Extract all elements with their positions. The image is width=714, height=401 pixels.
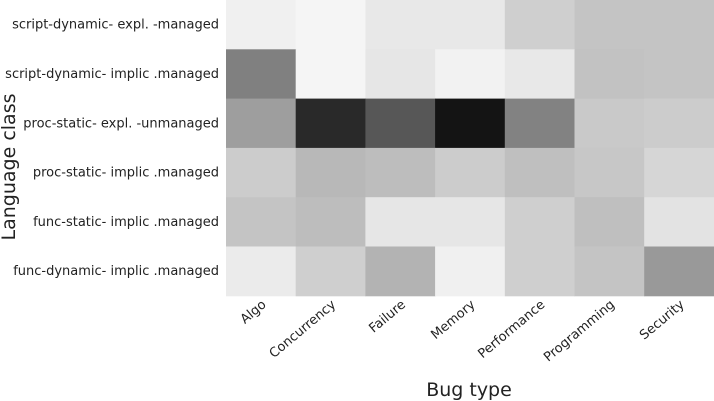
heatmap-cell <box>644 98 714 149</box>
heatmap-cell <box>435 147 506 198</box>
x-tick-label: Concurrency <box>267 297 340 361</box>
x-tick-label: Failure <box>366 297 408 336</box>
heatmap-cell <box>435 98 506 149</box>
y-tick-label: proc-static- implic .managed <box>33 166 219 181</box>
heatmap-cell <box>435 0 506 50</box>
heatmap-cell <box>574 246 645 297</box>
heatmap-cell <box>365 0 436 50</box>
heatmap-cell <box>574 0 645 50</box>
heatmap-cell <box>644 246 714 297</box>
heatmap-cell <box>644 0 714 50</box>
heatmap-cell <box>504 147 575 198</box>
x-tick-label: Memory <box>428 297 478 343</box>
heatmap-cell <box>574 197 645 247</box>
heatmap-cell <box>574 147 645 198</box>
heatmap-cell <box>226 49 297 100</box>
x-tick-label: Programming <box>541 297 618 365</box>
heatmap-cell <box>504 0 575 50</box>
heatmap-cell <box>295 98 366 149</box>
y-tick-label: proc-static- expl. -unmanaged <box>23 116 219 131</box>
x-tick-label: Security <box>637 297 688 343</box>
x-tick-label: Algo <box>238 297 270 327</box>
heatmap-cell <box>226 98 297 149</box>
y-tick-label: script-dynamic- implic .managed <box>5 67 219 82</box>
heatmap-cell <box>574 98 645 149</box>
heatmap-cell <box>365 197 436 247</box>
heatmap-cell <box>644 49 714 100</box>
y-tick-label: func-dynamic- implic .managed <box>13 264 219 279</box>
heatmap-cell <box>504 197 575 247</box>
x-axis-label: Bug type <box>426 379 512 401</box>
heatmap-cell <box>295 49 366 100</box>
heatmap-cell <box>226 197 297 247</box>
x-tick-label: Performance <box>475 297 548 361</box>
heatmap-cell <box>365 98 436 149</box>
heatmap-cell <box>574 49 645 100</box>
heatmap-cell <box>295 0 366 50</box>
heatmap-cell <box>295 246 366 297</box>
y-tick-labels: script-dynamic- expl. -managed script-dyn… <box>5 18 219 279</box>
heatmap-cell <box>504 246 575 297</box>
heatmap-cell <box>504 98 575 149</box>
heatmap-cell <box>226 246 297 297</box>
heatmap-cell <box>435 49 506 100</box>
heatmap-cells <box>226 0 714 297</box>
heatmap-cell <box>226 147 297 198</box>
heatmap-cell <box>365 147 436 198</box>
heatmap-cell <box>644 147 714 198</box>
heatmap-cell <box>365 49 436 100</box>
y-tick-label: func-static- implic .managed <box>33 215 219 230</box>
y-axis-label: Language class <box>0 94 20 241</box>
heatmap-cell <box>435 197 506 247</box>
heatmap-cell <box>435 246 506 297</box>
heatmap-cell <box>504 49 575 100</box>
heatmap-cell <box>226 0 297 50</box>
heatmap-cell <box>365 246 436 297</box>
heatmap-cell <box>295 147 366 198</box>
y-tick-label: script-dynamic- expl. -managed <box>12 18 219 33</box>
heatmap-cell <box>644 197 714 247</box>
heatmap-cell <box>295 197 366 247</box>
